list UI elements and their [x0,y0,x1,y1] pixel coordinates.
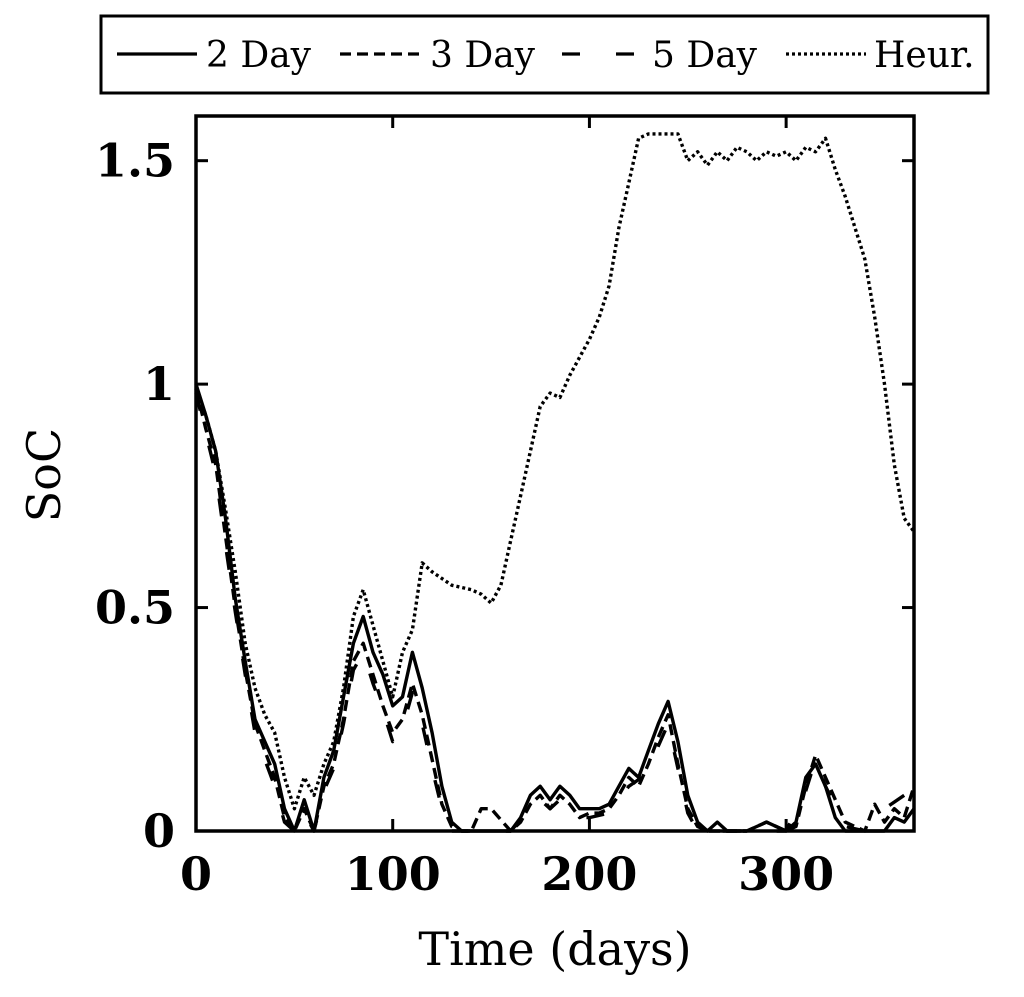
series-line-3-day [194,388,916,833]
y-tick-label: 0.5 [95,581,175,635]
series-line-2-day [194,383,916,833]
y-tick-label: 1 [143,357,175,411]
y-axis: 0 0.5 1 1.5 [95,134,914,858]
x-tick-label: 300 [738,847,834,901]
y-axis-title: SoC [17,428,71,522]
x-axis-title: Time (days) [418,922,691,976]
y-tick-label: 1.5 [95,134,175,188]
legend: 2 Day 3 Day 5 Day Heur. [99,14,990,95]
legend-label-3-day: 3 Day [430,35,536,76]
legend-label-heur: Heur. [874,35,975,76]
legend-label-2-day: 2 Day [206,35,312,76]
legend-frame [99,14,990,95]
x-tick-label: 0 [180,847,212,901]
legend-label-5-day: 5 Day [652,35,758,76]
x-tick-label: 200 [541,847,637,901]
x-tick-label: 100 [345,847,441,901]
plot-frame [194,114,916,833]
series-layer [194,132,916,833]
series-line-heur [194,132,916,811]
y-tick-label: 0 [143,804,175,858]
series-line-5-day [194,392,916,833]
x-axis: 0 100 200 300 [180,116,834,901]
